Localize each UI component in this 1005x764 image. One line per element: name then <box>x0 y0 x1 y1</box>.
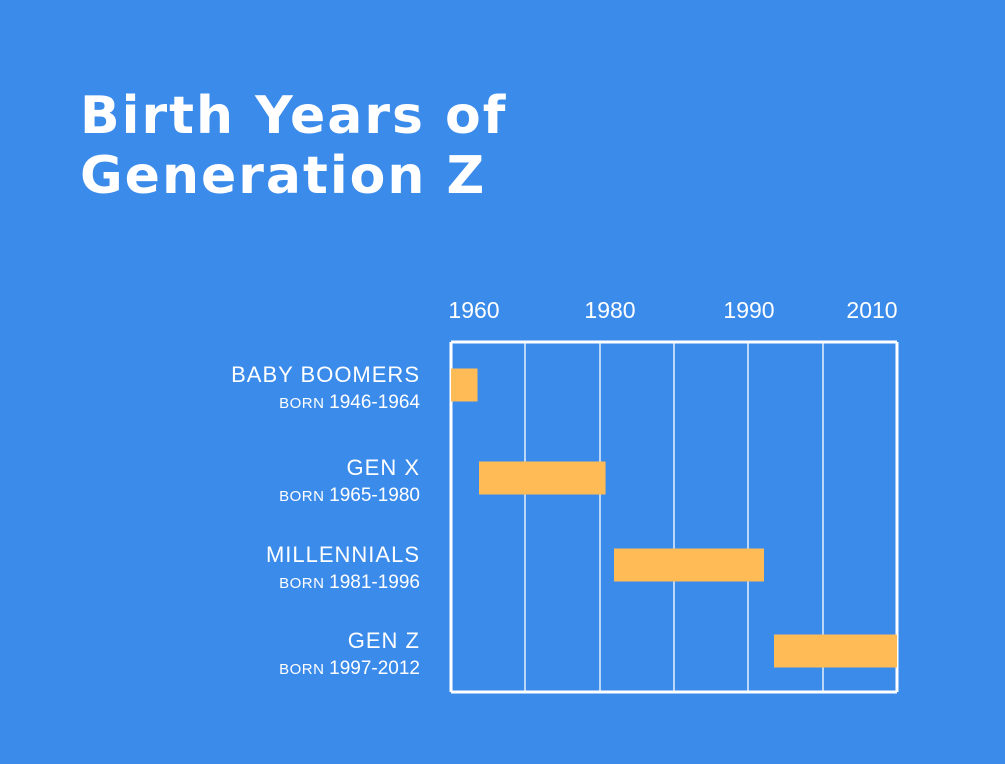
category-born-label: BORN 1965-1980 <box>279 485 420 506</box>
category-born-label: BORN 1997-2012 <box>279 658 420 679</box>
x-tick-label: 1990 <box>723 297 774 323</box>
title-line-1: Birth Years of <box>80 86 508 146</box>
born-prefix: BORN <box>279 661 329 678</box>
category-born-label: BORN 1946-1964 <box>279 392 420 413</box>
born-range: 1997-2012 <box>329 658 420 679</box>
title-line-2: Generation Z <box>80 146 487 206</box>
bar-gen-x <box>479 461 606 495</box>
born-range: 1965-1980 <box>329 485 420 506</box>
category-label: GEN X <box>347 455 420 480</box>
category-label: GEN Z <box>348 628 420 653</box>
category-label: MILLENNIALS <box>266 542 420 567</box>
bar-baby-boomers <box>451 368 478 402</box>
x-tick-label: 1960 <box>448 297 499 323</box>
x-tick-label: 1980 <box>584 297 635 323</box>
bar-gen-z <box>774 634 897 668</box>
category-born-label: BORN 1981-1996 <box>279 572 420 593</box>
x-tick-label: 2010 <box>846 297 897 323</box>
page-title: Birth Years of Generation Z <box>80 86 507 206</box>
born-prefix: BORN <box>279 395 329 412</box>
category-label: BABY BOOMERS <box>231 362 420 387</box>
born-range: 1981-1996 <box>329 572 420 593</box>
born-prefix: BORN <box>279 488 329 505</box>
bar-millennials <box>614 548 764 582</box>
born-prefix: BORN <box>279 575 329 592</box>
born-range: 1946-1964 <box>329 392 420 413</box>
